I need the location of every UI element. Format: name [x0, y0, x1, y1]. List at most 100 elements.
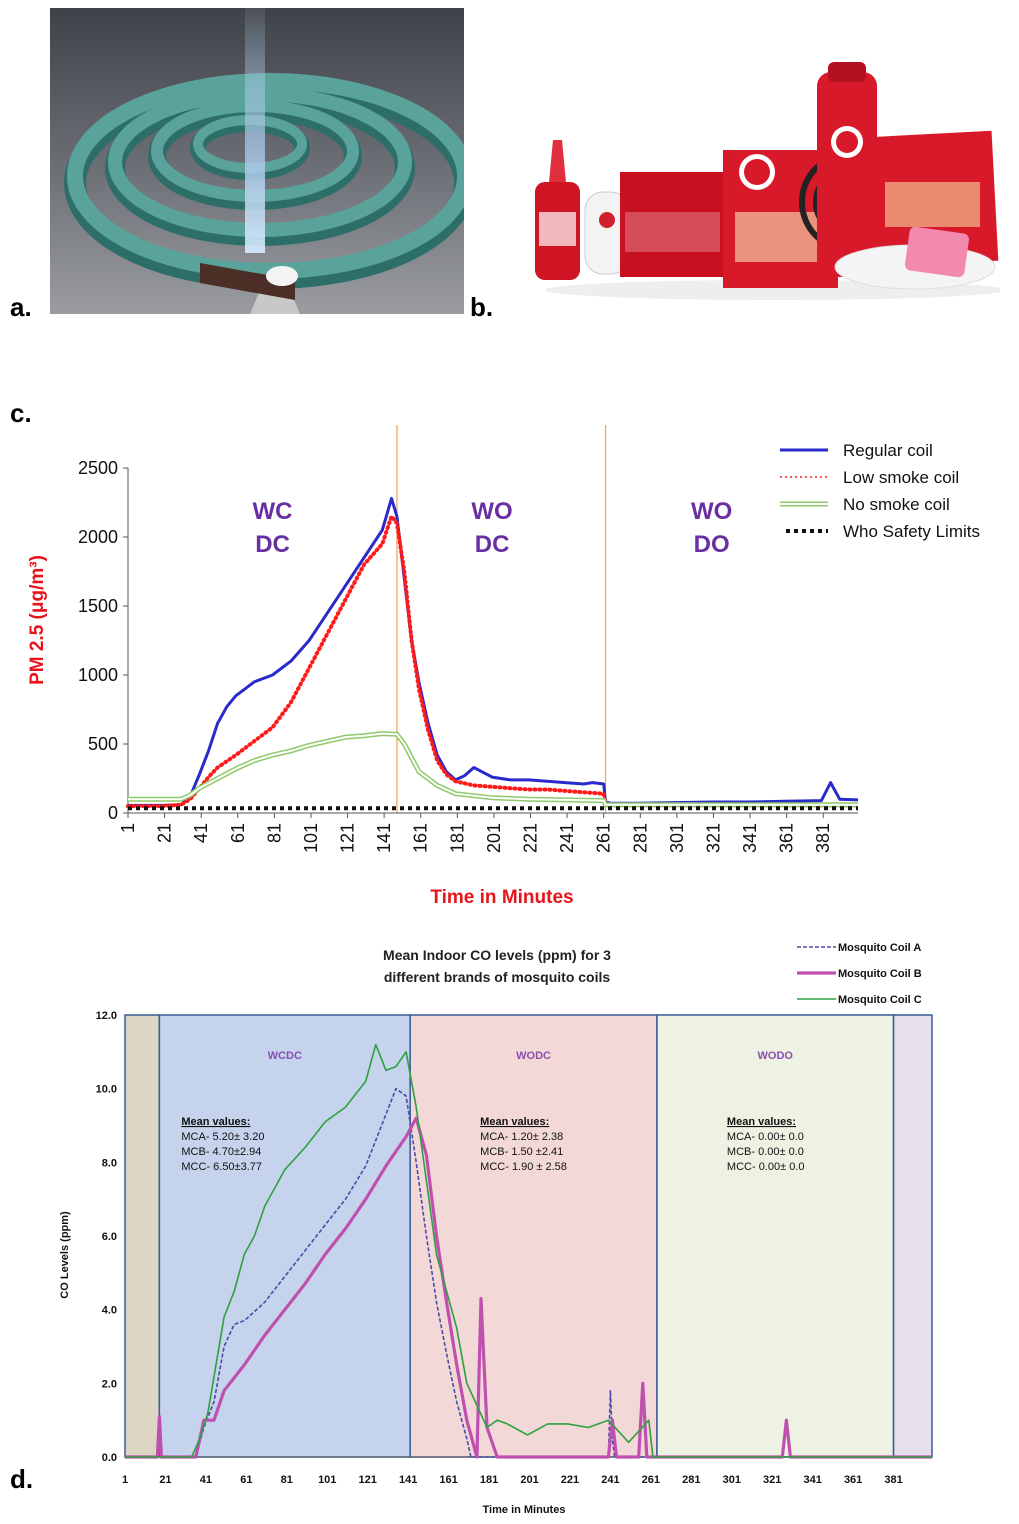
phase-label: WO [471, 498, 512, 525]
legend-item: Mosquito Coil B [797, 968, 922, 980]
y-tick-label: 4.0 [102, 1305, 117, 1317]
legend-label: Mosquito Coil B [838, 968, 922, 980]
phase-region [124, 1014, 161, 1458]
series-no-smoke-coil [128, 731, 858, 808]
series-low-smoke-coil [126, 512, 860, 809]
legend-item: Low smoke coil [780, 468, 959, 487]
y-tick-label: 0.0 [102, 1452, 117, 1464]
x-tick-label: 121 [338, 823, 358, 853]
legend-item: Mosquito Coil C [797, 994, 922, 1006]
mean-values-line: MCC- 6.50±3.77 [181, 1161, 262, 1173]
mean-values-line: MCB- 4.70±2.94 [181, 1146, 261, 1158]
legend-item: Who Safety Limits [786, 522, 980, 541]
region-label: WODC [516, 1050, 551, 1062]
x-tick-label: 121 [359, 1474, 377, 1486]
x-tick-label: 321 [703, 823, 723, 853]
y-tick-label: 10.0 [96, 1084, 117, 1096]
mean-values-heading: Mean values: [727, 1116, 796, 1128]
x-tick-label: 281 [682, 1474, 700, 1486]
x-tick-label: 161 [439, 1474, 457, 1486]
x-tick-label: 81 [264, 823, 284, 843]
legend-item: Regular coil [780, 441, 933, 460]
y-tick-label: 2500 [78, 458, 118, 478]
x-tick-label: 241 [601, 1474, 619, 1486]
x-tick-label: 21 [159, 1474, 171, 1486]
y-tick-label: 1500 [78, 596, 118, 616]
x-tick-label: 61 [240, 1474, 252, 1486]
x-tick-label: 321 [763, 1474, 781, 1486]
mean-values-line: MCC- 0.00± 0.0 [727, 1161, 805, 1173]
mean-values-line: MCA- 0.00± 0.0 [727, 1131, 804, 1143]
x-axis-label: Time in Minutes [483, 1504, 566, 1516]
x-tick-label: 141 [399, 1474, 417, 1486]
x-tick-label: 241 [557, 823, 577, 853]
x-tick-label: 41 [191, 823, 211, 843]
legend-item: Mosquito Coil A [797, 942, 921, 954]
x-tick-label: 221 [521, 823, 541, 853]
phase-region [892, 1014, 933, 1458]
y-axis-label: PM 2.5 (μg/m³) [27, 555, 48, 685]
x-tick-label: 361 [844, 1474, 862, 1486]
phase-region [158, 1014, 411, 1458]
good-knight-product-range-icon [535, 62, 1000, 304]
y-tick-label: 2.0 [102, 1378, 117, 1390]
legend: Mosquito Coil A Mosquito Coil B Mosquito C… [797, 942, 922, 1006]
legend-item: No smoke coil [780, 495, 950, 514]
x-tick-label: 161 [411, 823, 431, 853]
x-tick-label: 181 [480, 1474, 498, 1486]
x-tick-label: 301 [723, 1474, 741, 1486]
series-mosquito-coil-c [125, 1043, 932, 1458]
x-tick-label: 181 [447, 823, 467, 853]
x-tick-label: 1 [118, 823, 138, 833]
y-tick-label: 12.0 [96, 1010, 117, 1022]
legend: Regular coil Low smoke coil No smoke coil W… [780, 441, 980, 541]
mean-values-heading: Mean values: [480, 1116, 549, 1128]
x-axis-label: Time in Minutes [430, 887, 573, 908]
x-tick-label: 21 [155, 823, 175, 843]
mean-values-line: MCB- 1.50 ±2.41 [480, 1146, 563, 1158]
x-tick-label: 201 [520, 1474, 538, 1486]
y-tick-label: 8.0 [102, 1157, 117, 1169]
legend-label: Low smoke coil [843, 468, 959, 487]
x-tick-label: 141 [374, 823, 394, 853]
series-line [126, 512, 860, 809]
panel-label-d: d. [10, 1464, 34, 1494]
x-tick-label: 1 [122, 1474, 128, 1486]
x-tick-label: 201 [484, 823, 504, 853]
legend-label: Mosquito Coil A [838, 942, 921, 954]
x-tick-label: 361 [777, 823, 797, 853]
phase-label: WC [253, 498, 293, 525]
phase-label: DC [475, 531, 510, 558]
mean-values-line: MCA- 1.20± 2.38 [480, 1131, 563, 1143]
chart-title-line-2: different brands of mosquito coils [384, 969, 611, 985]
phase-label: DO [694, 531, 730, 558]
phase-label: WO [691, 498, 732, 525]
x-tick-label: 381 [884, 1474, 902, 1486]
legend-label: Who Safety Limits [843, 522, 980, 541]
mean-values-line: MCB- 0.00± 0.0 [727, 1146, 804, 1158]
x-tick-label: 101 [301, 823, 321, 853]
x-tick-label: 61 [228, 823, 248, 843]
x-tick-label: 281 [630, 823, 650, 853]
legend-label: No smoke coil [843, 495, 950, 514]
panel-label-a: a. [10, 292, 32, 322]
series-mosquito-coil-a [125, 1087, 932, 1458]
y-tick-label: 6.0 [102, 1231, 117, 1243]
phase-region [656, 1014, 895, 1458]
x-tick-label: 41 [200, 1474, 212, 1486]
phase-label: DC [255, 531, 290, 558]
y-tick-label: 2000 [78, 527, 118, 547]
x-tick-label: 81 [281, 1474, 293, 1486]
y-tick-label: 0 [108, 803, 118, 823]
co-levels-chart: Mean Indoor CO levels (ppm) for 3 differ… [59, 942, 933, 1516]
region-label: WODO [758, 1050, 794, 1062]
mean-values-heading: Mean values: [181, 1116, 250, 1128]
legend-label: Regular coil [843, 441, 933, 460]
legend-label: Mosquito Coil C [838, 994, 922, 1006]
phase-region [409, 1014, 658, 1458]
x-tick-label: 261 [594, 823, 614, 853]
burning-mosquito-coil-icon [50, 8, 464, 314]
region-label: WCDC [268, 1050, 302, 1062]
series-line-inner [128, 732, 858, 806]
